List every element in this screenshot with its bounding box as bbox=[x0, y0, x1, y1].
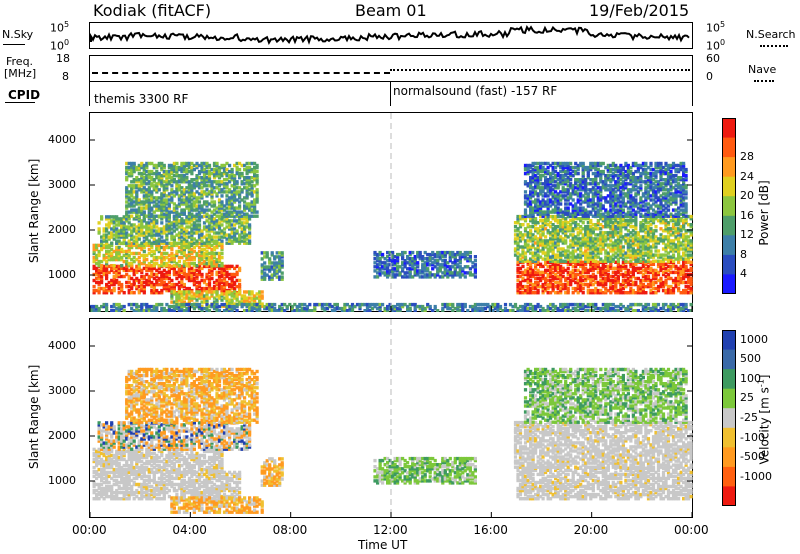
colorbar-tick-label: -25 bbox=[740, 411, 758, 424]
date-title: 19/Feb/2015 bbox=[589, 1, 690, 20]
x-tick-label: 00:00 bbox=[72, 523, 107, 537]
freq-trace-left bbox=[92, 72, 390, 74]
cpid-mode-1: themis 3300 RF bbox=[94, 92, 189, 106]
colorbar-tick-label: -500 bbox=[740, 450, 765, 463]
y-tick-label: 3000 bbox=[48, 384, 76, 397]
colorbar-swatch bbox=[722, 466, 736, 487]
colorbar-swatch bbox=[722, 137, 736, 158]
nave-label: Nave bbox=[748, 63, 777, 76]
y-tick-label: 1000 bbox=[48, 474, 76, 487]
noise-right-tick-top: 105 bbox=[706, 20, 726, 35]
colorbar-swatch bbox=[722, 447, 736, 468]
power-panel bbox=[89, 112, 693, 312]
colorbar-tick-label: -100 bbox=[740, 431, 765, 444]
noise-panel bbox=[89, 22, 693, 49]
colorbar-tick-label: 4 bbox=[740, 267, 747, 280]
noise-left-tick-bottom: 100 bbox=[50, 38, 70, 53]
data-cells bbox=[92, 367, 693, 514]
y-tick-label: 4000 bbox=[48, 339, 76, 352]
cpid-panel bbox=[89, 82, 693, 106]
noise-right-legend-line bbox=[760, 45, 788, 47]
noise-trace bbox=[90, 25, 690, 46]
colorbar-tick-label: 12 bbox=[740, 228, 754, 241]
freq-label-line1: Freq. bbox=[6, 55, 34, 68]
x-tick-label: 00:00 bbox=[674, 523, 709, 537]
noise-left-legend-line bbox=[3, 44, 25, 45]
colorbar-swatch bbox=[722, 369, 736, 390]
cpid-mode-2: normalsound (fast) -157 RF bbox=[393, 84, 558, 98]
freq-right-tick-bottom: 0 bbox=[706, 70, 713, 83]
nave-legend-line bbox=[754, 80, 774, 82]
colorbar-swatch bbox=[722, 254, 736, 275]
velocity-panel bbox=[89, 318, 693, 518]
colorbar-tick-label: 1000 bbox=[740, 333, 768, 346]
power-ylabel: Slant Range [km] bbox=[27, 158, 41, 263]
x-tick-label: 08:00 bbox=[272, 523, 308, 537]
noise-right-label: N.Search bbox=[746, 28, 796, 41]
colorbar-swatch bbox=[722, 196, 736, 217]
x-tick-label: 20:00 bbox=[573, 523, 609, 537]
colorbar-swatch bbox=[722, 274, 736, 294]
colorbar-tick-label: 16 bbox=[740, 209, 754, 222]
colorbar-swatch bbox=[722, 176, 736, 197]
noise-right-tick-bottom: 100 bbox=[706, 38, 726, 53]
x-tick-label: 04:00 bbox=[172, 523, 207, 537]
colorbar-tick-label: 24 bbox=[740, 170, 754, 183]
velocity-colorbar-label: Velocity [m s-1] bbox=[756, 374, 772, 465]
cpid-divider bbox=[390, 82, 391, 106]
colorbar-swatch bbox=[722, 215, 736, 236]
colorbar-tick-label: 500 bbox=[740, 352, 761, 365]
colorbar-tick-label: 20 bbox=[740, 189, 754, 202]
colorbar-tick-label: -1000 bbox=[740, 470, 772, 483]
colorbar-frame bbox=[722, 118, 736, 294]
x-tick-label: 12:00 bbox=[373, 523, 408, 537]
freq-trace-right bbox=[390, 69, 690, 71]
freq-left-tick-bottom: 8 bbox=[62, 70, 69, 83]
colorbar-swatch bbox=[722, 427, 736, 448]
freq-right-tick-top: 60 bbox=[706, 52, 720, 65]
colorbar-swatch bbox=[722, 157, 736, 178]
colorbar-frame bbox=[722, 330, 736, 506]
power-colorbar-label: Power [dB] bbox=[757, 180, 771, 246]
colorbar-tick-label: 100 bbox=[740, 372, 761, 385]
colorbar-swatch bbox=[722, 235, 736, 256]
cpid-label: CPID bbox=[8, 88, 41, 102]
y-tick-label: 2000 bbox=[48, 429, 76, 442]
noise-left-tick-top: 105 bbox=[50, 20, 70, 35]
beam-title: Beam 01 bbox=[355, 1, 427, 20]
colorbar-swatch bbox=[722, 118, 736, 139]
x-tick-label: 16:00 bbox=[473, 523, 508, 537]
freq-panel bbox=[89, 55, 693, 82]
colorbar-tick-label: 28 bbox=[740, 150, 754, 163]
velocity-ylabel: Slant Range [km] bbox=[27, 364, 41, 469]
power-colorbar bbox=[722, 118, 736, 294]
data-cells bbox=[90, 161, 693, 312]
y-tick-label: 1000 bbox=[48, 268, 76, 281]
y-tick-label: 4000 bbox=[48, 133, 76, 146]
x-axis-label: Time UT bbox=[358, 538, 408, 552]
colorbar-swatch bbox=[722, 388, 736, 409]
colorbar-swatch bbox=[722, 349, 736, 370]
colorbar-tick-label: 8 bbox=[740, 248, 747, 261]
freq-label-line2: [MHz] bbox=[4, 67, 37, 80]
colorbar-swatch bbox=[722, 486, 736, 506]
colorbar-swatch bbox=[722, 408, 736, 429]
noise-left-label: N.Sky bbox=[2, 28, 34, 41]
station-title: Kodiak (fitACF) bbox=[93, 1, 212, 20]
y-tick-label: 2000 bbox=[48, 223, 76, 236]
cpid-label-underline bbox=[5, 102, 35, 103]
colorbar-tick-label: 25 bbox=[740, 391, 754, 404]
velocity-colorbar bbox=[722, 330, 736, 506]
freq-left-tick-top: 18 bbox=[56, 52, 70, 65]
colorbar-swatch bbox=[722, 330, 736, 351]
y-tick-label: 3000 bbox=[48, 178, 76, 191]
